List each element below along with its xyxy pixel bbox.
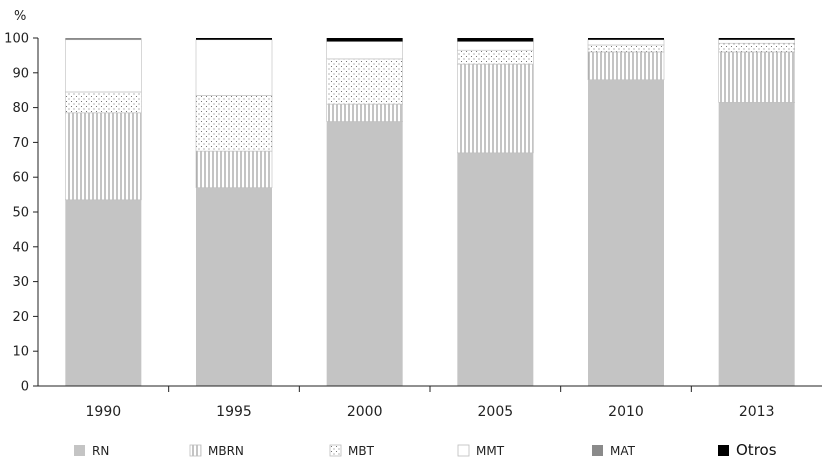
bar-segment-mmt-2005 xyxy=(457,41,534,51)
bar-segment-rn-2010 xyxy=(588,79,664,386)
legend-label-rn: RN xyxy=(92,444,109,458)
y-tick-label: 40 xyxy=(12,240,29,255)
bar-segment-mbt-1995 xyxy=(195,95,273,152)
x-axis: 1990 1995 2000 2005 2010 2013 xyxy=(38,385,822,420)
bar-segment-mbrn-2000 xyxy=(326,103,403,122)
legend-swatch-mbrn xyxy=(189,444,202,457)
y-tick-label: 30 xyxy=(12,275,29,290)
legend-swatch-rn xyxy=(74,445,85,456)
bar-segment-mbt-2010 xyxy=(587,44,665,53)
legend-swatch-otros xyxy=(718,445,729,456)
y-tick-label: 0 xyxy=(21,380,29,395)
x-tick-label: 2000 xyxy=(347,404,383,420)
y-tick-label: 70 xyxy=(12,136,29,151)
bar-segment-otros-2000 xyxy=(326,38,403,42)
bar-segment-mbrn-1990 xyxy=(65,112,142,201)
y-tick-label: 100 xyxy=(4,32,29,47)
bar-segment-mmt-1990 xyxy=(65,39,142,93)
bar-segment-mbt-2005 xyxy=(457,49,534,65)
bar-segment-mbrn-2013 xyxy=(718,51,795,103)
bar-segment-rn-2005 xyxy=(457,152,534,386)
legend: RN MBRN MBT MMT MAT Otros xyxy=(74,441,777,459)
y-axis-label: % xyxy=(14,9,26,24)
bar-segment-mmt-1995 xyxy=(195,39,273,96)
legend-swatch-mmt xyxy=(457,444,470,457)
x-tick-label: 2010 xyxy=(608,404,644,420)
legend-label-mbrn: MBRN xyxy=(208,444,244,458)
legend-swatch-mbt xyxy=(329,444,342,457)
bar-segment-otros-1995 xyxy=(196,38,272,40)
x-tick-label: 1995 xyxy=(216,404,252,420)
y-tick-label: 60 xyxy=(12,171,29,186)
bar-segment-otros-2013 xyxy=(718,38,795,40)
bar-segment-mmt-2010 xyxy=(587,39,665,46)
bar-segment-mbt-2013 xyxy=(718,42,795,53)
legend-label-mat: MAT xyxy=(610,444,636,458)
bar-segment-mbt-1990 xyxy=(65,91,142,114)
y-tick-label: 10 xyxy=(12,345,29,360)
bar-segment-mat-1990 xyxy=(65,38,142,40)
x-tick-label: 2013 xyxy=(739,404,775,420)
bar-segment-mbt-2000 xyxy=(326,58,403,105)
y-tick-label: 80 xyxy=(12,101,29,116)
bar-segment-mbrn-2005 xyxy=(457,63,534,154)
y-axis: 0 10 20 30 40 50 60 70 80 90 100 xyxy=(4,32,39,395)
x-tick-label: 2005 xyxy=(478,404,514,420)
bar-segment-otros-2005 xyxy=(457,38,534,42)
y-tick-label: 90 xyxy=(12,66,29,81)
bar-segment-rn-2000 xyxy=(326,121,403,387)
legend-label-mmt: MMT xyxy=(476,444,505,458)
y-tick-label: 20 xyxy=(12,310,29,325)
bars xyxy=(65,38,795,387)
x-tick-label: 1990 xyxy=(86,404,122,420)
bar-segment-mbrn-2010 xyxy=(587,51,665,81)
legend-label-otros: Otros xyxy=(736,441,777,459)
bar-segment-mbrn-1995 xyxy=(195,150,273,188)
bar-segment-otros-2010 xyxy=(588,38,664,40)
bar-segment-rn-1995 xyxy=(196,187,272,386)
legend-label-mbt: MBT xyxy=(348,444,375,458)
bar-segment-rn-2013 xyxy=(718,102,795,386)
bar-segment-rn-1990 xyxy=(65,199,142,386)
bar-segment-mmt-2013 xyxy=(718,39,795,44)
legend-swatch-mat xyxy=(592,445,603,456)
y-tick-label: 50 xyxy=(12,206,29,221)
bar-segment-mmt-2000 xyxy=(326,41,403,60)
